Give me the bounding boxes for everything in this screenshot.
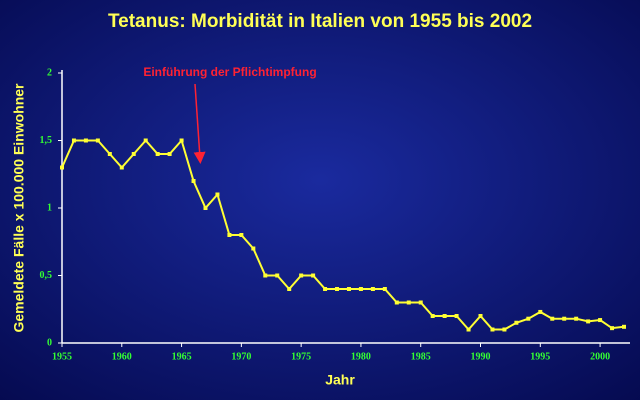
data-point	[251, 246, 256, 251]
data-point	[71, 138, 76, 143]
data-point	[610, 326, 615, 331]
data-point	[394, 300, 399, 305]
data-point	[478, 314, 483, 318]
data-point	[466, 327, 471, 332]
data-point	[60, 165, 64, 170]
data-point	[335, 287, 340, 291]
data-point	[550, 316, 555, 321]
chart-title: Tetanus: Morbidität in Italien von 1955 …	[108, 11, 532, 32]
y-tick-label: 1	[47, 202, 52, 213]
data-point	[287, 287, 292, 291]
data-point	[83, 138, 88, 143]
data-point	[227, 233, 232, 237]
data-point	[454, 314, 459, 318]
x-tick-label: 1955	[52, 351, 72, 362]
data-point	[275, 273, 280, 278]
data-point	[586, 319, 591, 324]
data-point	[167, 152, 172, 156]
data-point	[143, 138, 148, 143]
data-point	[107, 152, 112, 156]
y-axis-label: Gemeldete Fälle x 100.000 Einwohner	[11, 83, 27, 333]
data-point	[311, 273, 316, 278]
data-point	[514, 320, 519, 325]
y-tick-label: 0,5	[40, 270, 53, 281]
data-point	[538, 309, 543, 314]
data-point	[370, 287, 375, 291]
x-tick-label: 1960	[112, 351, 132, 362]
y-tick-label: 0	[47, 337, 52, 348]
data-point	[323, 287, 328, 291]
data-point	[418, 300, 423, 305]
data-point	[406, 300, 411, 305]
data-point	[622, 324, 626, 329]
data-point	[382, 287, 387, 291]
data-point	[574, 316, 579, 321]
x-tick-label: 1985	[411, 351, 431, 362]
annotation: Einführung der Pflichtimpfung	[143, 65, 316, 79]
data-point	[179, 138, 184, 143]
annotation-arrow	[193, 83, 206, 164]
x-tick-label: 1990	[471, 351, 491, 362]
data-point	[562, 316, 567, 321]
data-point	[358, 287, 363, 291]
data-point	[430, 314, 435, 318]
data-point	[191, 179, 196, 183]
x-tick-label: 1980	[351, 351, 371, 362]
data-point	[131, 152, 136, 156]
data-point	[239, 233, 244, 237]
x-tick-label: 1965	[172, 351, 192, 362]
data-point	[442, 314, 447, 318]
data-point	[526, 316, 531, 321]
data-point	[598, 318, 603, 323]
data-point	[215, 192, 220, 197]
data-point	[346, 287, 351, 291]
data-point	[155, 152, 160, 156]
data-point	[263, 273, 268, 278]
x-tick-label: 1995	[530, 351, 550, 362]
x-tick-label: 1970	[231, 351, 251, 362]
data-point	[502, 327, 507, 332]
data-point	[95, 138, 100, 143]
data-point	[490, 327, 495, 332]
data-point	[203, 206, 208, 210]
x-tick-label: 2000	[590, 351, 610, 362]
x-tick-label: 1975	[291, 351, 311, 362]
data-point	[299, 273, 304, 278]
data-point	[119, 165, 124, 170]
y-tick-label: 2	[47, 67, 52, 78]
x-axis-label: Jahr	[325, 372, 355, 388]
y-tick-label: 1,5	[40, 135, 53, 146]
